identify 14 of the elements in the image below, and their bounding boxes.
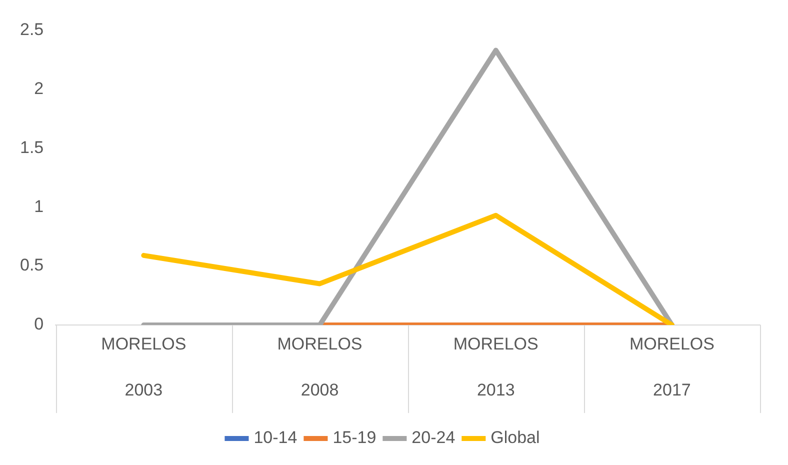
legend-label: Global bbox=[490, 428, 540, 448]
category-label: MORELOS 2013 bbox=[453, 334, 538, 400]
legend-label: 10-14 bbox=[254, 428, 298, 448]
category-label: MORELOS 2003 bbox=[101, 334, 186, 400]
y-tick-label: 2.5 bbox=[20, 20, 44, 39]
category-label: MORELOS 2008 bbox=[277, 334, 362, 400]
y-tick-label: 2 bbox=[34, 78, 44, 98]
y-tick-label: 1.5 bbox=[20, 138, 44, 157]
category-label: MORELOS 2017 bbox=[629, 334, 714, 400]
y-tick-label: 0 bbox=[34, 314, 44, 334]
legend-label: 15-19 bbox=[332, 428, 376, 448]
y-tick-label: 1 bbox=[34, 196, 44, 216]
y-tick-label: 0.5 bbox=[20, 256, 44, 275]
legend-label: 20-24 bbox=[412, 428, 456, 448]
